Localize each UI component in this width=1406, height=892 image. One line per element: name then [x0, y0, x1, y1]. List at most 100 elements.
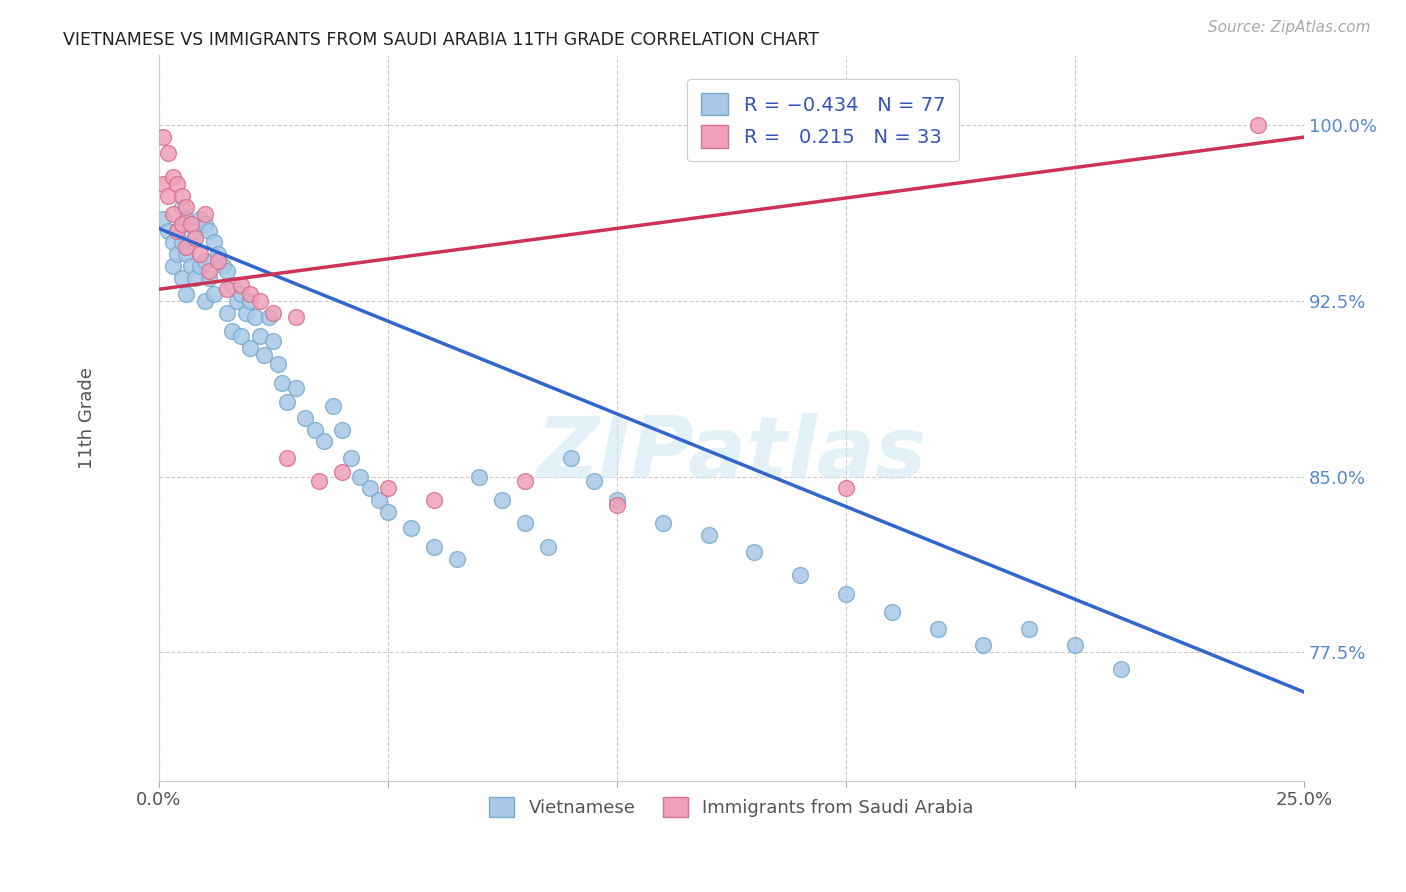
Point: [367, 493, 389, 508]
Point: [170, 217, 193, 231]
Point: [202, 287, 225, 301]
Point: [221, 277, 243, 292]
Point: [188, 259, 211, 273]
Point: [162, 207, 184, 221]
Point: [184, 224, 207, 238]
Point: [231, 329, 253, 343]
Point: [276, 394, 298, 409]
Point: [235, 306, 257, 320]
Point: [217, 263, 239, 277]
Point: [835, 587, 858, 601]
Y-axis label: 11th Grade: 11th Grade: [79, 368, 96, 469]
Point: [249, 293, 271, 308]
Point: [231, 277, 253, 292]
Point: [1109, 662, 1132, 676]
Point: [1018, 622, 1040, 636]
Point: [170, 235, 193, 250]
Point: [422, 540, 444, 554]
Point: [194, 217, 217, 231]
Point: [194, 254, 217, 268]
Point: [349, 469, 371, 483]
Point: [166, 224, 188, 238]
Point: [166, 177, 188, 191]
Point: [253, 348, 276, 362]
Point: [202, 235, 225, 250]
Point: [152, 212, 174, 227]
Point: [166, 247, 188, 261]
Point: [582, 475, 605, 489]
Point: [491, 493, 513, 508]
Point: [194, 207, 217, 221]
Point: [972, 638, 994, 652]
Point: [515, 475, 537, 489]
Point: [207, 254, 229, 268]
Point: [606, 498, 628, 512]
Point: [162, 259, 184, 273]
Point: [276, 450, 298, 465]
Point: [174, 200, 197, 214]
Point: [927, 622, 949, 636]
Point: [152, 177, 174, 191]
Point: [262, 334, 284, 348]
Point: [184, 270, 207, 285]
Point: [304, 423, 326, 437]
Point: [330, 465, 353, 479]
Point: [166, 224, 188, 238]
Point: [231, 287, 253, 301]
Point: [359, 481, 381, 495]
Point: [174, 287, 197, 301]
Point: [285, 310, 308, 325]
Point: [744, 544, 766, 558]
Point: [257, 310, 280, 325]
Point: [170, 200, 193, 214]
Point: [239, 287, 262, 301]
Point: [267, 357, 290, 371]
Point: [697, 528, 720, 542]
Point: [294, 411, 316, 425]
Point: [446, 551, 468, 566]
Point: [312, 434, 335, 449]
Point: [194, 293, 217, 308]
Point: [262, 306, 284, 320]
Point: [217, 306, 239, 320]
Point: [174, 247, 197, 261]
Point: [285, 381, 308, 395]
Point: [377, 505, 399, 519]
Point: [198, 224, 221, 238]
Text: Source: ZipAtlas.com: Source: ZipAtlas.com: [1208, 20, 1371, 35]
Point: [156, 188, 179, 202]
Point: [377, 481, 399, 495]
Text: ZIPatlas: ZIPatlas: [536, 413, 927, 496]
Legend: Vietnamese, Immigrants from Saudi Arabia: Vietnamese, Immigrants from Saudi Arabia: [479, 788, 983, 826]
Point: [225, 293, 247, 308]
Point: [156, 224, 179, 238]
Point: [180, 217, 202, 231]
Point: [198, 270, 221, 285]
Point: [1064, 638, 1087, 652]
Point: [243, 310, 266, 325]
Point: [880, 606, 903, 620]
Point: [174, 212, 197, 227]
Point: [217, 282, 239, 296]
Point: [271, 376, 294, 390]
Point: [606, 493, 628, 508]
Point: [330, 423, 353, 437]
Point: [239, 293, 262, 308]
Point: [515, 516, 537, 531]
Point: [188, 247, 211, 261]
Point: [560, 450, 582, 465]
Point: [162, 169, 184, 184]
Point: [152, 130, 174, 145]
Point: [399, 521, 422, 535]
Point: [1247, 119, 1270, 133]
Point: [422, 493, 444, 508]
Point: [170, 188, 193, 202]
Point: [170, 270, 193, 285]
Point: [537, 540, 560, 554]
Point: [239, 341, 262, 355]
Point: [221, 325, 243, 339]
Point: [180, 259, 202, 273]
Point: [212, 259, 235, 273]
Point: [651, 516, 673, 531]
Point: [156, 146, 179, 161]
